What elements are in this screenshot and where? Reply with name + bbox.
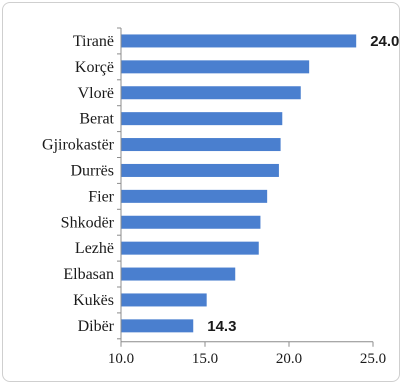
- bars-layer: [121, 34, 357, 333]
- category-label-durres: Durrës: [70, 162, 114, 179]
- bar-shkoder: [121, 215, 261, 229]
- bar-diber: [121, 319, 194, 333]
- x-tick-label-20-0: 20.0: [276, 351, 302, 367]
- bar-gjirokaster: [121, 138, 281, 152]
- category-label-vlore: Vlorë: [78, 85, 114, 102]
- bar-elbasan: [121, 267, 236, 281]
- x-tick-label-25-0: 25.0: [360, 351, 386, 367]
- category-label-korce: Korçë: [75, 59, 114, 76]
- category-label-diber: Dibër: [78, 318, 115, 335]
- category-label-berat: Berat: [79, 111, 114, 128]
- x-tick-label-15-0: 15.0: [192, 351, 218, 367]
- axis-layer: [117, 27, 374, 347]
- category-label-tirane: Tiranë: [73, 33, 114, 50]
- category-label-gjirokaster: Gjirokastër: [42, 137, 115, 154]
- category-label-fier: Fier: [88, 188, 114, 205]
- category-label-elbasan: Elbasan: [63, 266, 114, 283]
- bar-tirane: [121, 34, 357, 48]
- bar-fier: [121, 189, 268, 203]
- category-label-lezhe: Lezhë: [75, 240, 114, 257]
- category-label-kukes: Kukës: [73, 292, 114, 309]
- x-tick-label-10-0: 10.0: [108, 351, 134, 367]
- bar-korce: [121, 60, 310, 74]
- data-label-diber: 14.3: [207, 318, 236, 335]
- bar-durres: [121, 163, 279, 177]
- labels-layer: Tiranë Korçë Vlorë Berat Gjirokastër Durrës Fi…: [42, 33, 399, 367]
- data-label-tirane: 24.0: [370, 33, 399, 50]
- bar-kukes: [121, 293, 207, 307]
- category-label-shkoder: Shkodër: [61, 214, 115, 231]
- bar-berat: [121, 112, 283, 126]
- bar-lezhe: [121, 241, 259, 255]
- bar-vlore: [121, 86, 301, 100]
